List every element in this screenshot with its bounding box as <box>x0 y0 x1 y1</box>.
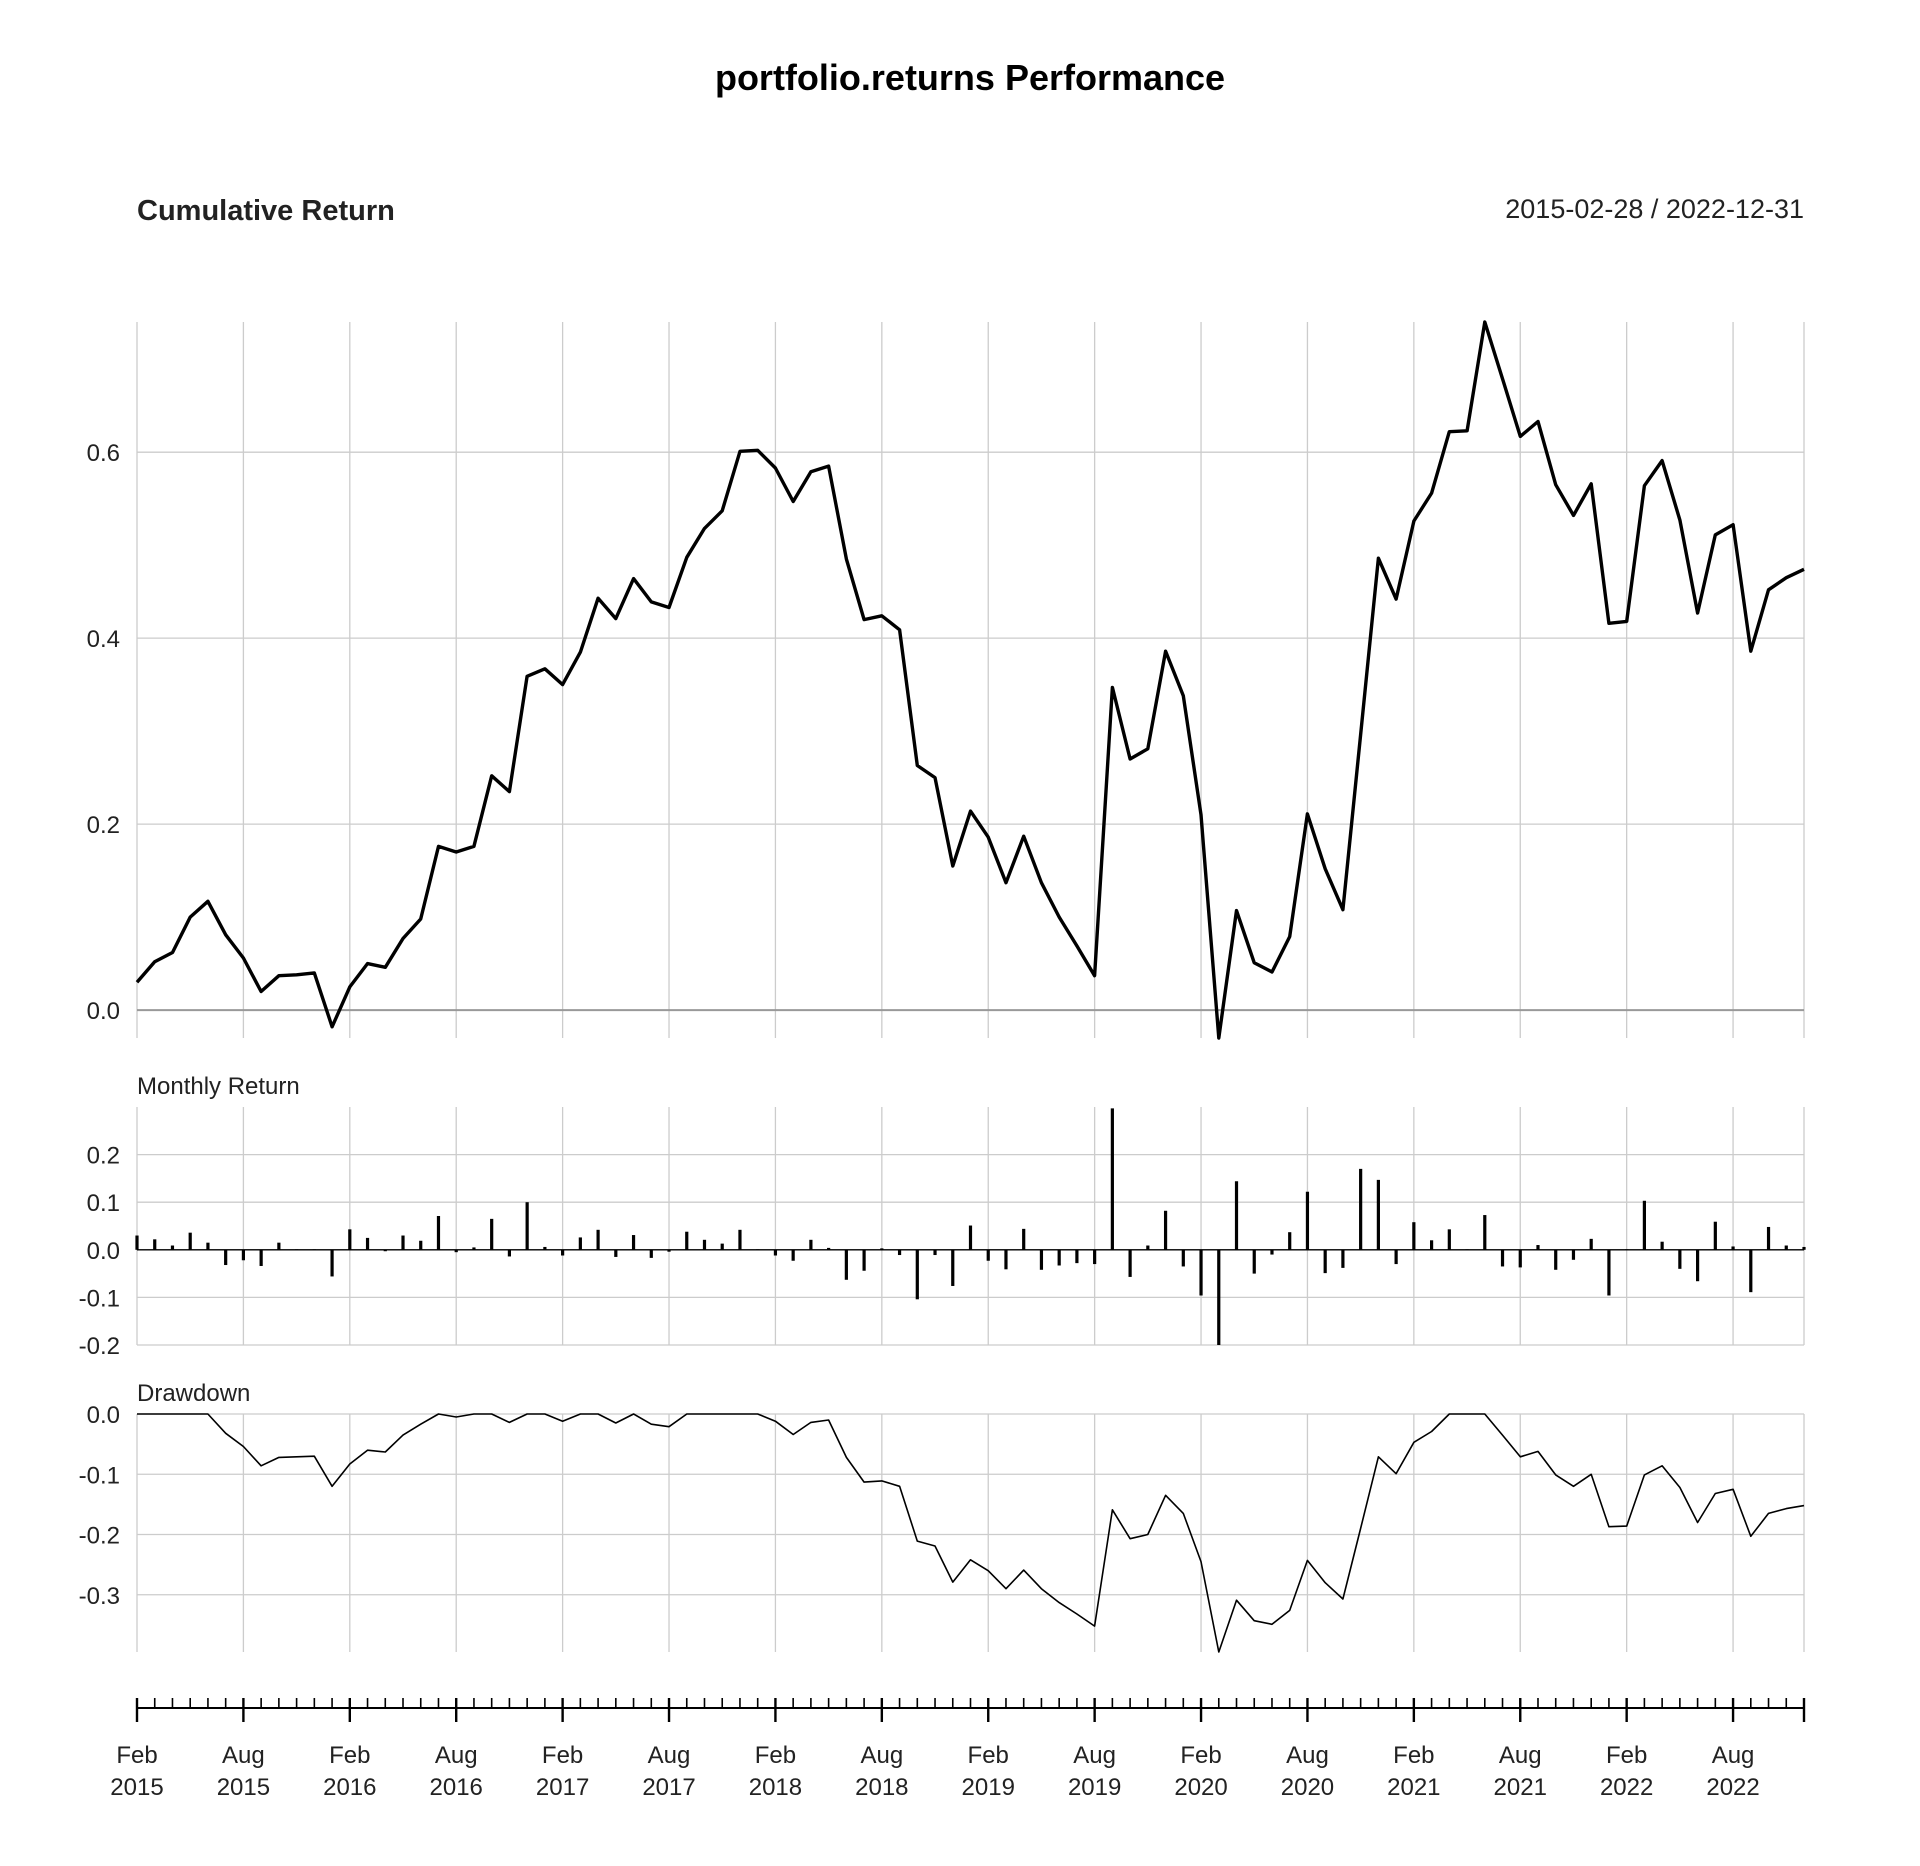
monthly-return-panel: 0.2 0.1 0.0 -0.1 -0.2 <box>79 1107 1806 1360</box>
x-tick-label-month: Aug <box>1073 1742 1116 1769</box>
x-tick-label-month: Feb <box>1606 1742 1647 1769</box>
x-axis: Feb 2015 Aug 2015 Feb 2016 Aug 2016 Feb 2017 Aug 20… <box>110 1698 1806 1801</box>
x-tick-label-month: Feb <box>1180 1742 1221 1769</box>
x-tick-label-year: 2020 <box>1174 1774 1227 1801</box>
y-tick-label: 0.2 <box>87 1143 120 1170</box>
x-tick-label-year: 2022 <box>1600 1774 1653 1801</box>
y-tick-label: 0.0 <box>87 1402 120 1429</box>
y-tick-label: 0.1 <box>87 1190 120 1217</box>
y-tick-label: -0.2 <box>79 1523 120 1550</box>
x-tick-label-year: 2018 <box>749 1774 802 1801</box>
cumulative-return-title: Cumulative Return <box>137 195 395 227</box>
x-tick-label-year: 2019 <box>962 1774 1015 1801</box>
x-tick-label-year: 2018 <box>855 1774 908 1801</box>
x-tick-label-month: Aug <box>648 1742 691 1769</box>
x-tick-label-month: Aug <box>1499 1742 1542 1769</box>
x-tick-label-year: 2015 <box>217 1774 270 1801</box>
x-tick-label-month: Feb <box>542 1742 583 1769</box>
drawdown-title: Drawdown <box>137 1380 250 1407</box>
x-tick-label-month: Aug <box>1286 1742 1329 1769</box>
y-tick-label: 0.0 <box>87 998 120 1025</box>
y-tick-label: 0.2 <box>87 812 120 839</box>
y-tick-label: -0.2 <box>79 1333 120 1360</box>
date-range-label: 2015-02-28 / 2022-12-31 <box>1505 194 1804 224</box>
cumulative-return-panel: 0.0 0.2 0.4 0.6 <box>87 320 1805 1040</box>
x-tick-label-month: Feb <box>1393 1742 1434 1769</box>
y-tick-label: 0.4 <box>87 626 120 653</box>
x-tick-label-month: Feb <box>755 1742 796 1769</box>
x-tick-label-month: Feb <box>329 1742 370 1769</box>
y-tick-label: 0.6 <box>87 440 120 467</box>
x-tick-label-year: 2019 <box>1068 1774 1121 1801</box>
drawdown-panel: 0.0 -0.1 -0.2 -0.3 <box>79 1402 1805 1653</box>
x-tick-label-year: 2017 <box>642 1774 695 1801</box>
x-tick-label-year: 2016 <box>323 1774 376 1801</box>
x-tick-label-year: 2015 <box>110 1774 163 1801</box>
x-tick-label-month: Feb <box>968 1742 1009 1769</box>
x-tick-label-year: 2016 <box>430 1774 483 1801</box>
x-tick-label-month: Feb <box>116 1742 157 1769</box>
monthly-return-title: Monthly Return <box>137 1073 300 1100</box>
cumulative-return-line <box>135 320 1805 1040</box>
x-tick-label-year: 2021 <box>1387 1774 1440 1801</box>
x-tick-label-month: Aug <box>860 1742 903 1769</box>
y-tick-label: -0.3 <box>79 1583 120 1610</box>
x-tick-label-year: 2022 <box>1706 1774 1759 1801</box>
y-tick-label: -0.1 <box>79 1285 120 1312</box>
x-tick-label-year: 2021 <box>1494 1774 1547 1801</box>
y-tick-label: -0.1 <box>79 1462 120 1489</box>
x-tick-label-year: 2020 <box>1281 1774 1334 1801</box>
drawdown-line <box>137 1413 1805 1653</box>
x-tick-label-month: Aug <box>222 1742 265 1769</box>
x-tick-label-month: Aug <box>1712 1742 1755 1769</box>
x-tick-label-year: 2017 <box>536 1774 589 1801</box>
y-tick-label: 0.0 <box>87 1238 120 1265</box>
page-title: portfolio.returns Performance <box>715 57 1225 98</box>
x-tick-label-month: Aug <box>435 1742 478 1769</box>
